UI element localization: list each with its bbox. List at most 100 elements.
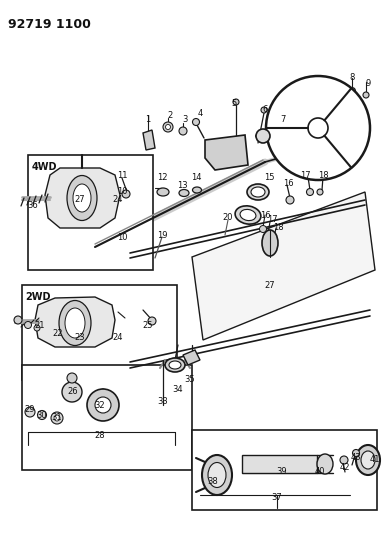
Text: 13: 13	[177, 181, 187, 190]
Polygon shape	[45, 168, 120, 228]
Bar	[22, 365, 192, 470]
Circle shape	[54, 415, 60, 421]
Text: 41: 41	[370, 456, 380, 464]
Ellipse shape	[361, 451, 375, 469]
Bar	[192, 430, 377, 510]
Text: 26: 26	[68, 387, 78, 397]
Text: 17: 17	[267, 215, 277, 224]
Text: 17: 17	[300, 171, 310, 180]
Circle shape	[62, 382, 82, 402]
Circle shape	[25, 407, 35, 417]
Circle shape	[265, 232, 271, 238]
Circle shape	[353, 449, 360, 456]
Text: 36: 36	[28, 200, 38, 209]
Circle shape	[233, 99, 239, 105]
Circle shape	[87, 389, 119, 421]
Ellipse shape	[262, 230, 278, 256]
Text: 4: 4	[198, 109, 203, 117]
Text: 33: 33	[157, 398, 168, 407]
Text: 25: 25	[143, 320, 153, 329]
Text: 31: 31	[52, 414, 62, 423]
Circle shape	[148, 317, 156, 325]
Circle shape	[340, 456, 348, 464]
Circle shape	[163, 122, 173, 132]
Polygon shape	[35, 297, 115, 347]
Text: 39: 39	[277, 467, 287, 477]
Text: 18: 18	[318, 171, 328, 180]
Text: 30: 30	[37, 410, 47, 419]
Text: 29: 29	[25, 406, 35, 415]
Polygon shape	[143, 130, 155, 150]
Ellipse shape	[169, 361, 181, 369]
Ellipse shape	[179, 190, 189, 197]
Circle shape	[275, 116, 281, 122]
Circle shape	[259, 225, 266, 232]
Text: 11: 11	[117, 171, 127, 180]
Text: 21: 21	[35, 321, 45, 330]
Ellipse shape	[317, 454, 333, 474]
Ellipse shape	[202, 455, 232, 495]
Text: 2: 2	[167, 111, 172, 120]
Circle shape	[192, 118, 199, 125]
Text: 40: 40	[315, 467, 325, 477]
Text: 4WD: 4WD	[31, 162, 57, 172]
Bar	[28, 155, 153, 270]
Circle shape	[261, 107, 267, 113]
Text: 18: 18	[273, 223, 283, 232]
Polygon shape	[205, 135, 248, 170]
Circle shape	[348, 87, 355, 94]
Bar	[22, 285, 177, 380]
Text: 5: 5	[231, 99, 237, 108]
Text: 24: 24	[113, 196, 123, 205]
Text: 1: 1	[146, 116, 151, 125]
Bar	[242, 455, 317, 473]
Circle shape	[306, 189, 313, 196]
Text: 19: 19	[157, 230, 167, 239]
Text: 22: 22	[53, 328, 63, 337]
Text: 16: 16	[260, 211, 270, 220]
Text: 28: 28	[95, 431, 105, 440]
Circle shape	[286, 196, 294, 204]
Text: 10: 10	[117, 233, 127, 243]
Circle shape	[37, 410, 47, 419]
Text: 92719 1100: 92719 1100	[8, 18, 91, 31]
Text: 12: 12	[157, 173, 167, 182]
Text: 9: 9	[365, 79, 371, 88]
Circle shape	[25, 321, 32, 328]
Ellipse shape	[235, 206, 261, 224]
Text: 14: 14	[191, 174, 201, 182]
Ellipse shape	[251, 187, 265, 197]
Text: 34: 34	[173, 385, 183, 394]
Circle shape	[34, 325, 40, 331]
Ellipse shape	[165, 358, 185, 372]
Polygon shape	[183, 350, 200, 365]
Circle shape	[256, 129, 270, 143]
Text: 43: 43	[351, 454, 361, 463]
Text: 2WD: 2WD	[25, 292, 51, 302]
Text: 42: 42	[340, 463, 350, 472]
Circle shape	[266, 76, 370, 180]
Text: 38: 38	[208, 478, 218, 487]
Circle shape	[122, 190, 130, 198]
Ellipse shape	[240, 209, 256, 221]
Circle shape	[308, 118, 328, 138]
Circle shape	[271, 237, 277, 243]
Circle shape	[317, 189, 323, 195]
Ellipse shape	[67, 175, 97, 221]
Circle shape	[67, 373, 77, 383]
Ellipse shape	[356, 445, 380, 475]
Circle shape	[51, 412, 63, 424]
Text: 27: 27	[265, 280, 275, 289]
Ellipse shape	[192, 187, 201, 193]
Text: 27: 27	[75, 196, 85, 205]
Ellipse shape	[59, 301, 91, 345]
Text: 6: 6	[262, 106, 268, 115]
Circle shape	[363, 92, 369, 98]
Polygon shape	[192, 192, 375, 340]
Circle shape	[14, 316, 22, 324]
Text: 24: 24	[113, 333, 123, 342]
Text: 3: 3	[182, 116, 188, 125]
Text: 15: 15	[264, 174, 274, 182]
Text: 10: 10	[117, 188, 127, 197]
Ellipse shape	[208, 463, 226, 488]
